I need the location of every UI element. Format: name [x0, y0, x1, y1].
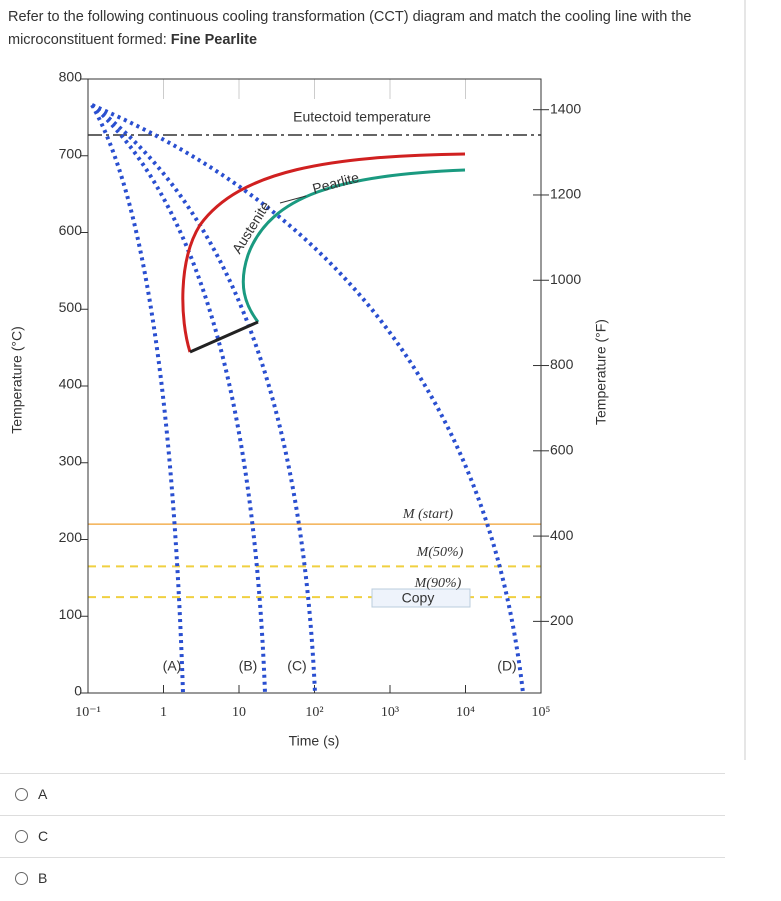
y2-tick-label: 400 [550, 527, 574, 543]
x-tick-label: 10⁵ [532, 705, 551, 720]
x-axis-label: Time (s) [289, 733, 340, 749]
y-tick-label: 400 [59, 376, 83, 392]
option[interactable]: A [0, 773, 725, 815]
y-tick-label: 700 [59, 145, 83, 161]
eutectoid-label: Eutectoid temperature [293, 109, 431, 125]
arrow [279, 195, 307, 204]
x-tick-label: 10 [232, 705, 246, 720]
line-b-label: (B) [239, 658, 258, 674]
y2-axis-label: Temperature (°F) [593, 319, 609, 425]
pearlite-label: Pearlite [311, 169, 361, 197]
plot-frame [87, 78, 542, 694]
x-tick-label: 10⁴ [456, 705, 475, 720]
x-tick-label: 10² [305, 705, 323, 720]
y-axis-label: Temperature (°C) [9, 326, 25, 434]
bainite-boundary [189, 320, 259, 354]
cooling-line [90, 103, 317, 694]
y-tick-label: 100 [59, 606, 83, 622]
y2-tick-label: 600 [550, 442, 574, 458]
option-label[interactable]: A [38, 786, 48, 802]
question: Refer to the following continuous coolin… [8, 6, 728, 52]
pearlite-finish [241, 168, 466, 323]
option-label[interactable]: B [38, 870, 48, 886]
y2-tick-label: 1000 [550, 271, 581, 287]
ms-label: M (start) [402, 507, 454, 522]
x-tick-label: 1 [160, 705, 167, 720]
line-c-label: (C) [287, 658, 306, 674]
y-tick-label: 0 [74, 683, 82, 699]
question-emphasis: Fine Pearlite [170, 32, 258, 48]
m90-label: M(90%) [414, 576, 462, 591]
y2-tick-label: 1200 [550, 186, 581, 202]
copy-label[interactable]: Copy [402, 590, 435, 606]
y-tick-label: 600 [59, 222, 83, 238]
x-tick-label: 10³ [381, 705, 399, 720]
pearlite-start [181, 152, 466, 353]
y-tick-label: 800 [59, 69, 83, 85]
y-tick-label: 500 [59, 299, 83, 315]
cooling-line [90, 104, 185, 694]
y-tick-label: 300 [59, 452, 83, 468]
option-label[interactable]: C [38, 828, 49, 844]
question-text: Refer to the following continuous coolin… [8, 9, 692, 48]
option[interactable]: B [0, 857, 725, 899]
y-tick-label: 200 [59, 529, 83, 545]
x-tick-label: 10⁻¹ [75, 705, 101, 720]
cooling-line [90, 103, 267, 694]
m50-label: M(50%) [416, 545, 464, 560]
option[interactable]: C [0, 815, 725, 857]
cct-diagram: 10⁵10⁴10³10²10110⁻¹140012001000800600400… [9, 0, 746, 760]
y2-tick-label: 800 [550, 356, 574, 372]
copy-button[interactable] [371, 588, 471, 608]
y2-tick-label: 1400 [550, 100, 581, 116]
line-a-label: (A) [163, 658, 182, 674]
line-d-label: (D) [497, 658, 516, 674]
y2-tick-label: 200 [550, 612, 574, 628]
